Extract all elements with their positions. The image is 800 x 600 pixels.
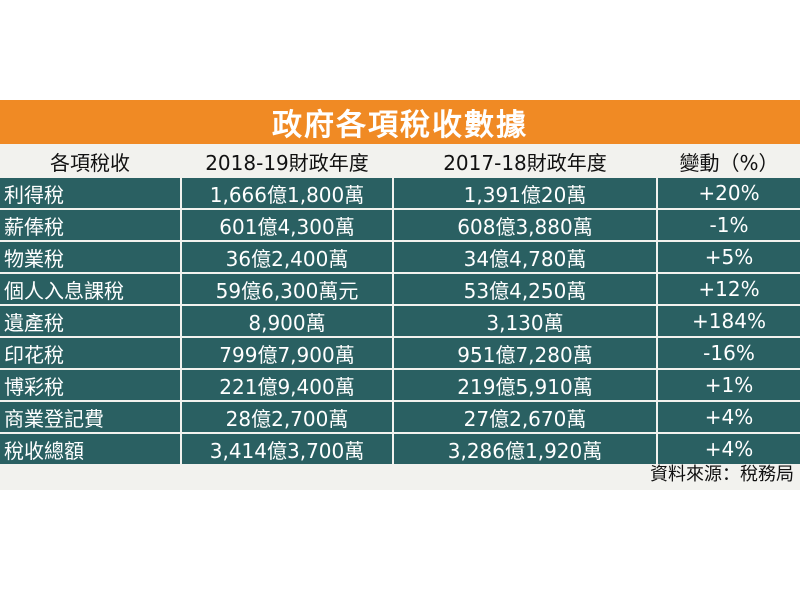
tax-item-cell: 博彩稅: [0, 370, 180, 400]
tax-item-cell: 物業稅: [0, 242, 180, 272]
table-row: 稅收總額 3,414億3,700萬 3,286億1,920萬 +4%: [0, 434, 800, 464]
tax-item-cell: 個人入息課稅: [0, 274, 180, 304]
tax-item-cell: 印花稅: [0, 338, 180, 368]
change-cell: +12%: [658, 274, 800, 304]
change-cell: +1%: [658, 370, 800, 400]
header-fy-2017-18: 2017-18財政年度: [394, 146, 656, 176]
fy-2018-19-cell: 3,414億3,700萬: [182, 434, 392, 464]
change-cell: +5%: [658, 242, 800, 272]
tax-data-card: 政府各項稅收數據 各項稅收 2018-19財政年度 2017-18財政年度 變動…: [0, 100, 800, 490]
fy-2018-19-cell: 601億4,300萬: [182, 210, 392, 240]
fy-2017-18-cell: 3,130萬: [394, 306, 656, 336]
fy-2018-19-cell: 799億7,900萬: [182, 338, 392, 368]
fy-2017-18-cell: 53億4,250萬: [394, 274, 656, 304]
source-note: 資料來源：稅務局: [650, 464, 794, 485]
change-cell: +20%: [658, 178, 800, 208]
change-cell: -1%: [658, 210, 800, 240]
table-row: 利得稅 1,666億1,800萬 1,391億20萬 +20%: [0, 178, 800, 208]
change-cell: +4%: [658, 434, 800, 464]
table-row: 博彩稅 221億9,400萬 219億5,910萬 +1%: [0, 370, 800, 400]
fy-2017-18-cell: 608億3,880萬: [394, 210, 656, 240]
fy-2018-19-cell: 28億2,700萬: [182, 402, 392, 432]
tax-item-cell: 稅收總額: [0, 434, 180, 464]
tax-item-cell: 遺產稅: [0, 306, 180, 336]
tax-item-cell: 商業登記費: [0, 402, 180, 432]
table-row: 物業稅 36億2,400萬 34億4,780萬 +5%: [0, 242, 800, 272]
header-tax-item: 各項稅收: [0, 146, 180, 176]
header-change: 變動（%）: [658, 146, 800, 176]
table-row: 印花稅 799億7,900萬 951億7,280萬 -16%: [0, 338, 800, 368]
table-row: 薪俸稅 601億4,300萬 608億3,880萬 -1%: [0, 210, 800, 240]
fy-2018-19-cell: 221億9,400萬: [182, 370, 392, 400]
fy-2018-19-cell: 59億6,300萬元: [182, 274, 392, 304]
fy-2018-19-cell: 36億2,400萬: [182, 242, 392, 272]
fy-2017-18-cell: 34億4,780萬: [394, 242, 656, 272]
tax-table: 各項稅收 2018-19財政年度 2017-18財政年度 變動（%） 利得稅 1…: [0, 146, 800, 466]
header-fy-2018-19: 2018-19財政年度: [182, 146, 392, 176]
change-cell: +184%: [658, 306, 800, 336]
table-row: 個人入息課稅 59億6,300萬元 53億4,250萬 +12%: [0, 274, 800, 304]
tax-item-cell: 利得稅: [0, 178, 180, 208]
fy-2018-19-cell: 8,900萬: [182, 306, 392, 336]
fy-2017-18-cell: 219億5,910萬: [394, 370, 656, 400]
table-header-row: 各項稅收 2018-19財政年度 2017-18財政年度 變動（%）: [0, 146, 800, 176]
table-row: 遺產稅 8,900萬 3,130萬 +184%: [0, 306, 800, 336]
change-cell: +4%: [658, 402, 800, 432]
fy-2017-18-cell: 1,391億20萬: [394, 178, 656, 208]
tax-item-cell: 薪俸稅: [0, 210, 180, 240]
table-row: 商業登記費 28億2,700萬 27億2,670萬 +4%: [0, 402, 800, 432]
fy-2018-19-cell: 1,666億1,800萬: [182, 178, 392, 208]
title-bar: 政府各項稅收數據: [0, 100, 800, 144]
page-title: 政府各項稅收數據: [272, 108, 528, 143]
fy-2017-18-cell: 3,286億1,920萬: [394, 434, 656, 464]
fy-2017-18-cell: 27億2,670萬: [394, 402, 656, 432]
change-cell: -16%: [658, 338, 800, 368]
fy-2017-18-cell: 951億7,280萬: [394, 338, 656, 368]
